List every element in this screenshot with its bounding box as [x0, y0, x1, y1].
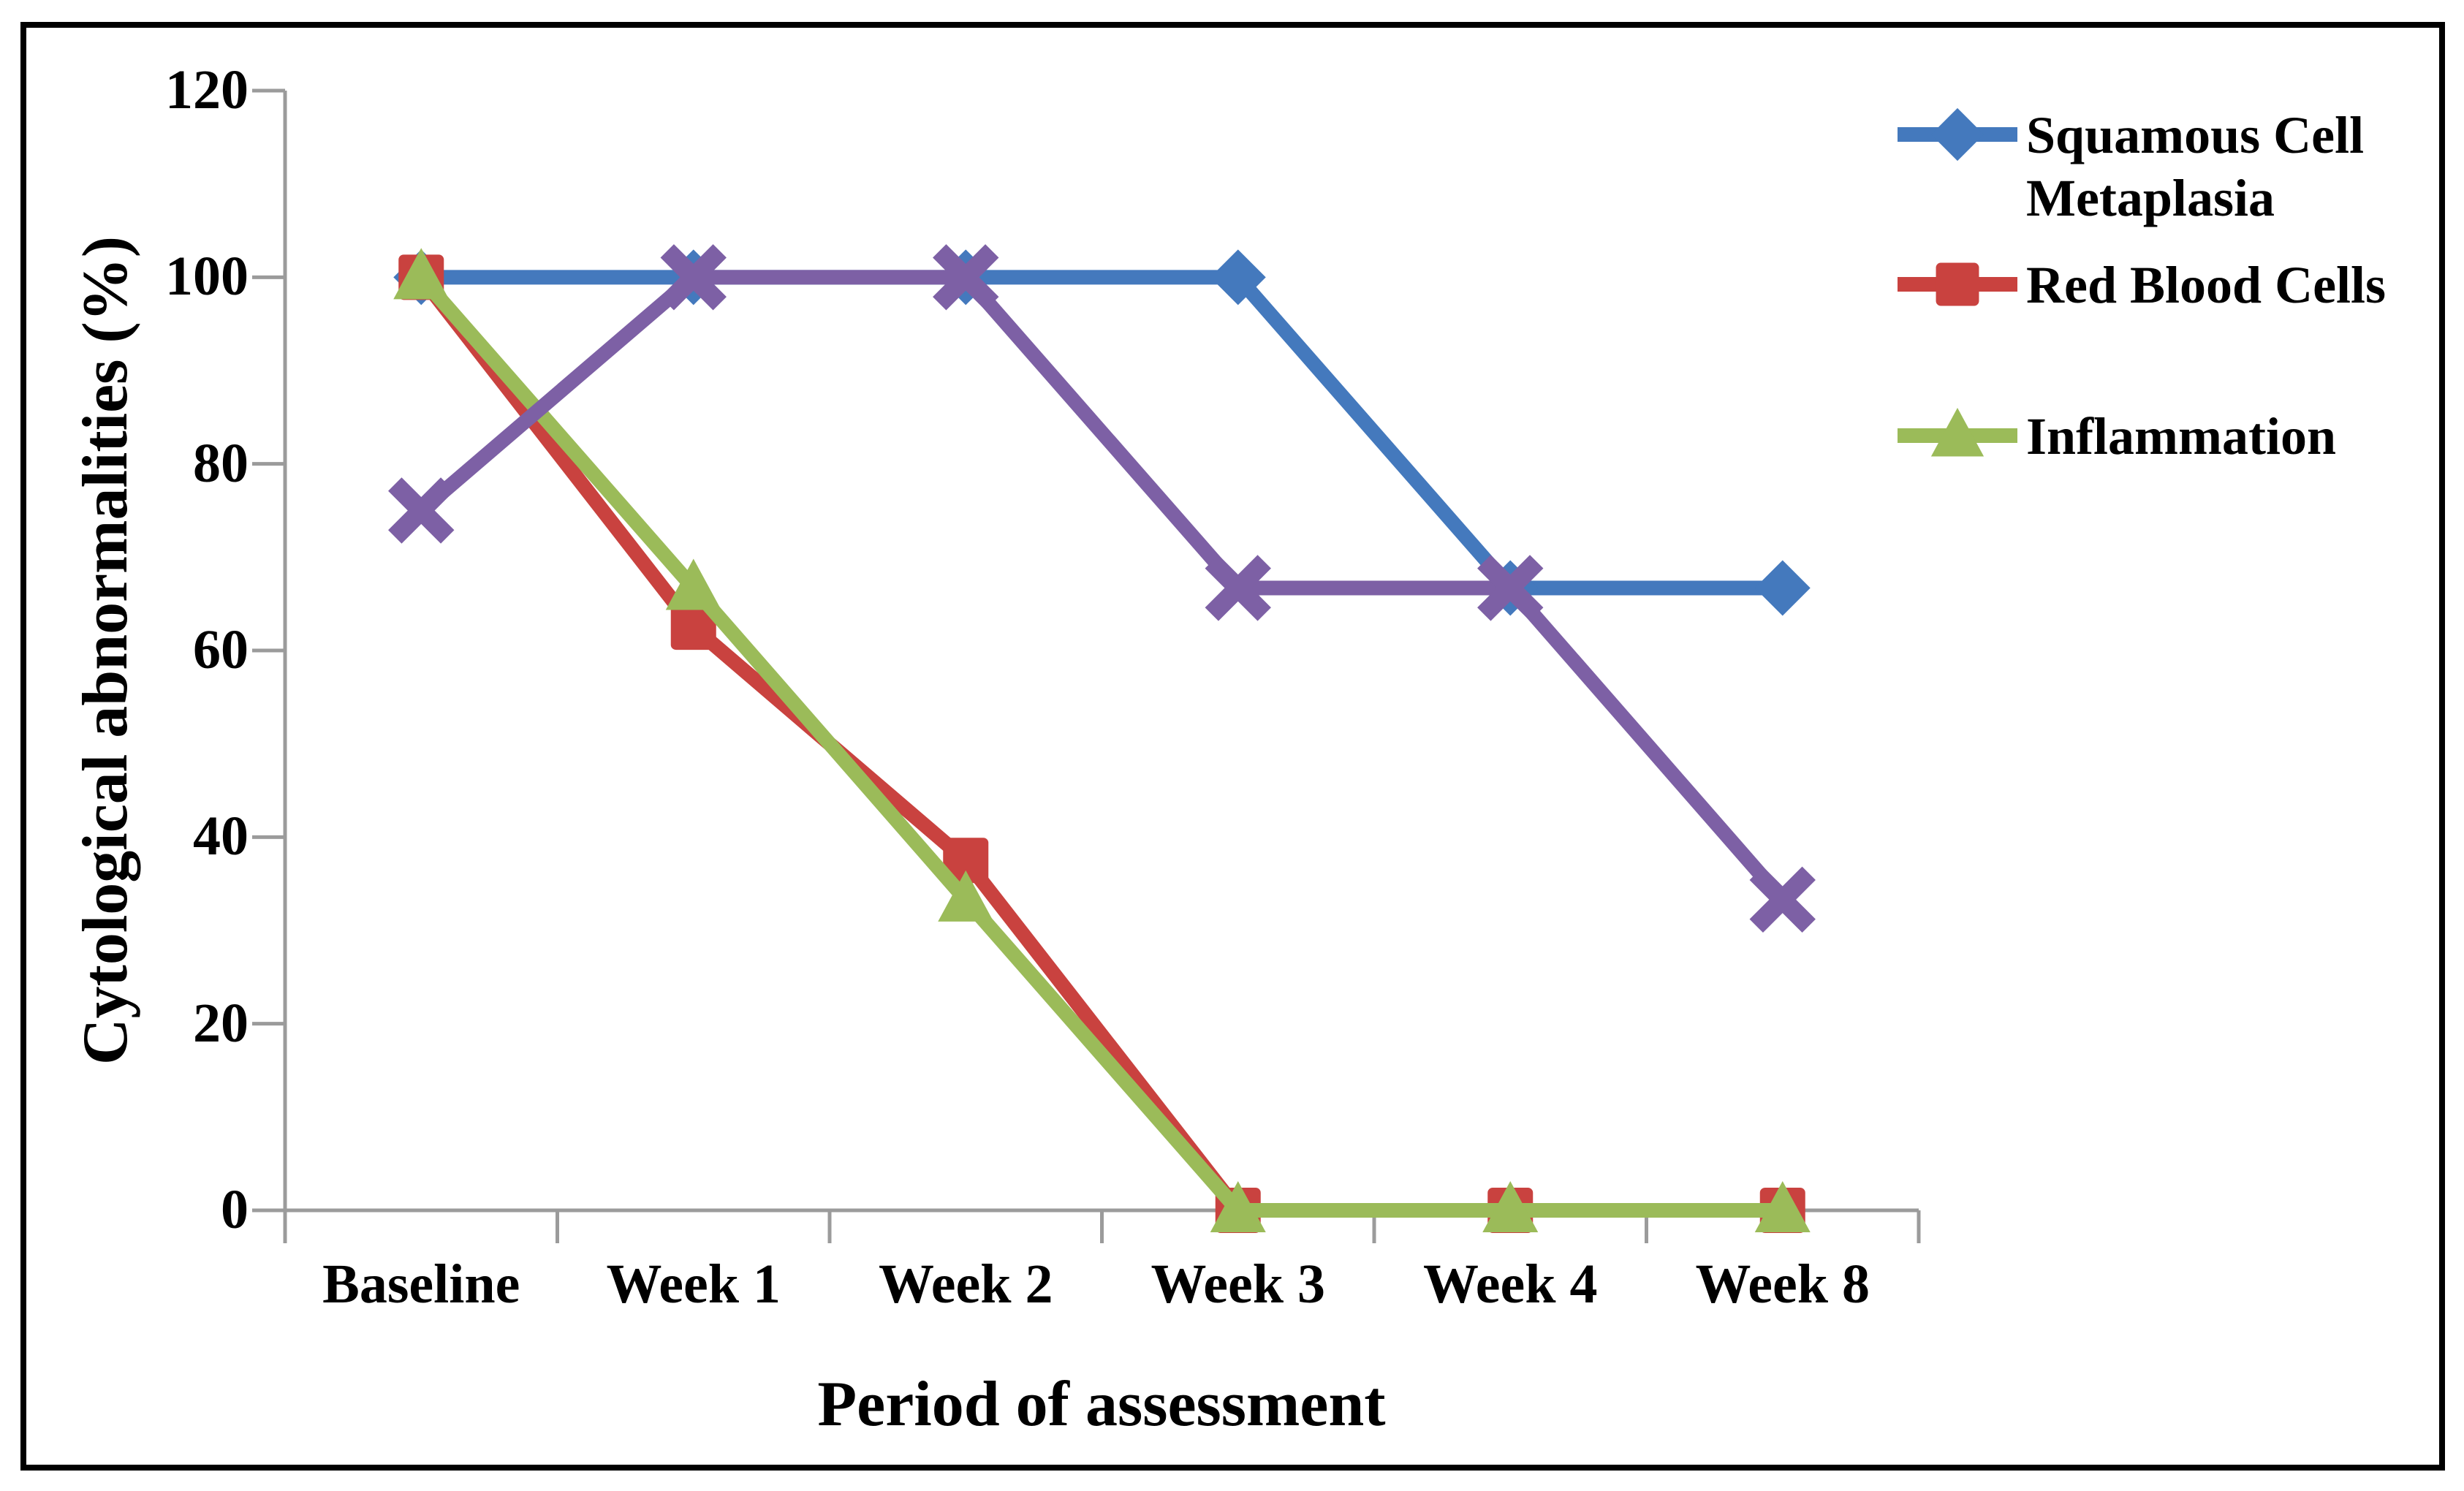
x-marker: [933, 244, 999, 311]
diamond-legend-marker-icon: [1898, 107, 2017, 162]
diamond-marker: [1210, 249, 1266, 306]
series-line: [421, 270, 1783, 596]
y-tick-label: 80: [193, 432, 249, 494]
series-line: [416, 270, 1789, 905]
series-unlabeled: [388, 244, 1816, 933]
triangle-marker: [665, 558, 721, 610]
triangle-marker: [1210, 1181, 1266, 1232]
series-inflammation: [393, 248, 1811, 1232]
x-marker: [388, 477, 455, 544]
x-tick-label: Week 1: [606, 1253, 781, 1315]
x-tick-label: Week 3: [1151, 1253, 1326, 1315]
x-marker: [1477, 555, 1544, 621]
legend-label: Squamous Cell Metaplasia: [2026, 106, 2365, 228]
x-tick-label: Week 2: [878, 1253, 1053, 1315]
square-legend-marker-icon: [1898, 262, 2017, 306]
triangle-legend-marker-icon: [1898, 408, 2017, 457]
y-tick-label: 0: [221, 1179, 249, 1240]
x-tick-label: Week 4: [1422, 1253, 1598, 1315]
triangle-marker: [938, 870, 994, 922]
y-tick-label: 60: [193, 619, 249, 680]
y-tick-label: 20: [193, 992, 249, 1054]
triangle-marker: [1930, 408, 1985, 457]
x-tick-label: Baseline: [322, 1253, 520, 1315]
legend-entry: Red Blood Cells: [1896, 254, 2386, 322]
figure-border: [20, 22, 2445, 1471]
legend-entry: Squamous Cell Metaplasia: [1896, 104, 2435, 230]
triangle-marker: [1482, 1181, 1539, 1232]
diamond-marker: [1754, 560, 1811, 616]
square-marker: [1936, 262, 1979, 306]
series-line: [415, 272, 1783, 1218]
y-tick-label: 40: [193, 805, 249, 868]
legend-label: Red Blood Cells: [2026, 256, 2387, 314]
x-tick-label: Week 8: [1695, 1253, 1870, 1315]
legend-entry: Inflammation: [1896, 405, 2336, 474]
x-marker: [1749, 866, 1816, 933]
diamond-marker: [1930, 107, 1985, 162]
y-tick-label: 100: [165, 246, 249, 308]
x-marker: [660, 244, 727, 311]
square-marker: [943, 838, 989, 884]
triangle-marker: [1754, 1181, 1811, 1232]
x-marker: [1205, 555, 1271, 621]
legend-label: Inflammation: [2026, 407, 2337, 466]
y-tick-label: 120: [165, 59, 249, 121]
triangle-marker: [393, 248, 450, 300]
square-marker: [670, 604, 716, 650]
x-axis-title: Period of assessment: [817, 1369, 1386, 1441]
